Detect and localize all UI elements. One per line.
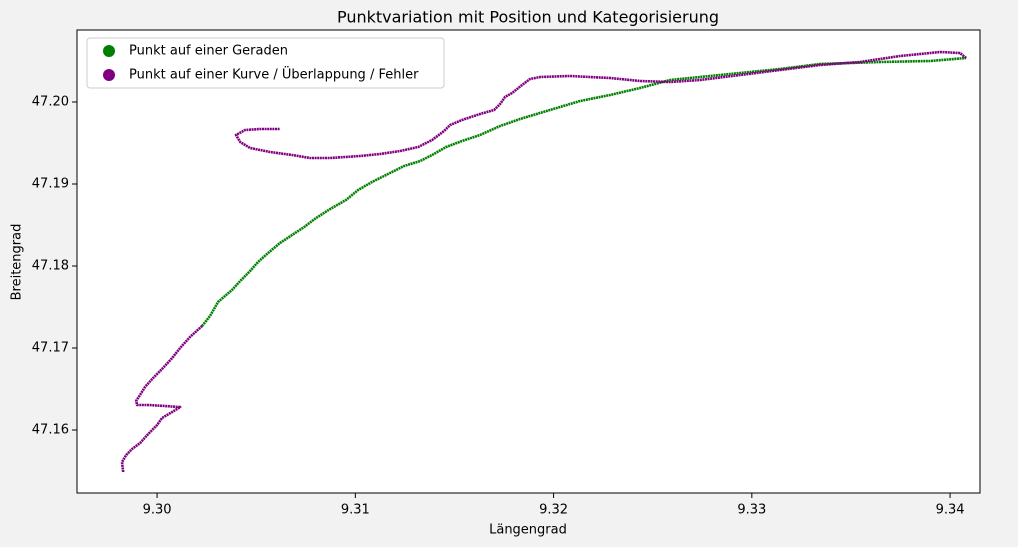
x-tick-label: 9.30 [143, 503, 172, 518]
y-axis-label: Breitengrad [10, 224, 25, 301]
chart-title: Punktvariation mit Position und Kategori… [337, 8, 719, 27]
plot-area [76, 29, 981, 494]
y-tick-label: 47.18 [32, 259, 69, 274]
y-tick-label: 47.16 [32, 423, 69, 438]
y-tick-label: 47.20 [32, 95, 69, 110]
legend: Punkt auf einer Geraden Punkt auf einer K… [86, 37, 445, 89]
legend-marker [103, 45, 115, 57]
x-tick-label: 9.31 [341, 503, 370, 518]
series-line [120, 50, 967, 473]
legend-label: Punkt auf einer Kurve / Überlappung / Fe… [129, 66, 419, 83]
x-tick-label: 9.33 [737, 503, 766, 518]
legend-label: Punkt auf einer Geraden [129, 44, 288, 59]
y-tick-label: 47.17 [32, 341, 69, 356]
series-line [201, 56, 967, 327]
legend-marker [103, 69, 115, 81]
y-tick-label: 47.19 [32, 177, 69, 192]
x-tick-label: 9.32 [539, 503, 568, 518]
x-axis-label: Längengrad [489, 523, 567, 538]
x-tick-label: 9.34 [936, 503, 965, 518]
legend-box [86, 37, 445, 89]
